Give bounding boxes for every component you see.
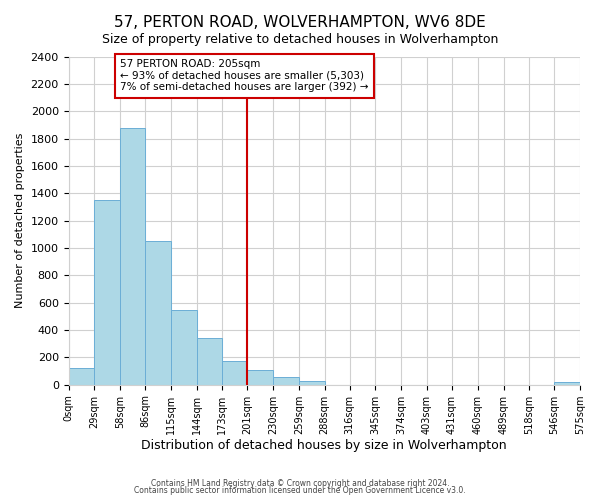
Bar	[223, 362, 247, 384]
Bar	[94, 200, 120, 384]
Bar	[171, 310, 197, 384]
Bar	[120, 128, 145, 384]
Bar	[68, 368, 94, 384]
Text: 57 PERTON ROAD: 205sqm
← 93% of detached houses are smaller (5,303)
7% of semi-d: 57 PERTON ROAD: 205sqm ← 93% of detached…	[120, 59, 368, 92]
X-axis label: Distribution of detached houses by size in Wolverhampton: Distribution of detached houses by size …	[142, 440, 507, 452]
Bar	[299, 380, 325, 384]
Bar	[554, 382, 580, 384]
Bar	[145, 241, 171, 384]
Text: 57, PERTON ROAD, WOLVERHAMPTON, WV6 8DE: 57, PERTON ROAD, WOLVERHAMPTON, WV6 8DE	[114, 15, 486, 30]
Text: Size of property relative to detached houses in Wolverhampton: Size of property relative to detached ho…	[102, 32, 498, 46]
Bar	[273, 376, 299, 384]
Bar	[197, 338, 223, 384]
Y-axis label: Number of detached properties: Number of detached properties	[15, 133, 25, 308]
Bar	[247, 370, 273, 384]
Text: Contains HM Land Registry data © Crown copyright and database right 2024.: Contains HM Land Registry data © Crown c…	[151, 478, 449, 488]
Text: Contains public sector information licensed under the Open Government Licence v3: Contains public sector information licen…	[134, 486, 466, 495]
